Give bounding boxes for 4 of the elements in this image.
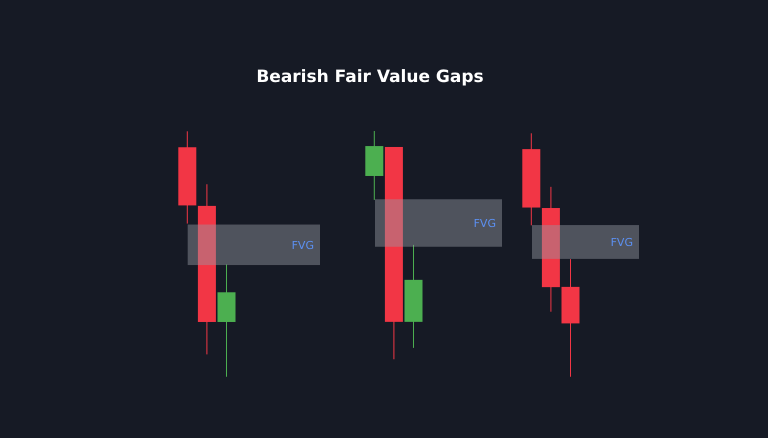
band-label: FVG xyxy=(474,217,496,230)
band-label: FVG xyxy=(292,238,314,252)
chart-title: Bearish Fair Value Gaps xyxy=(256,67,484,87)
band-label: FVG xyxy=(610,236,633,249)
